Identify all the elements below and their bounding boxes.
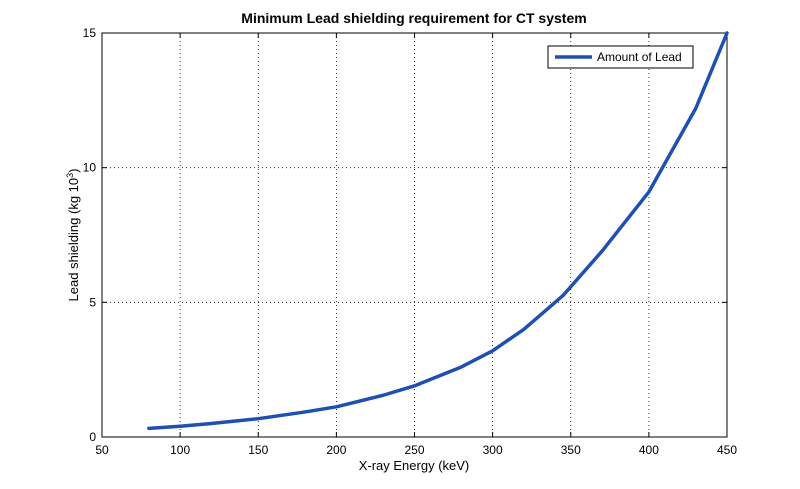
x-tick-label: 150 [248,443,268,457]
x-gridlines [179,33,650,437]
y-axis-label-close: ) [66,169,81,173]
x-tick-label: 350 [561,443,581,457]
chart-title: Minimum Lead shielding requirement for C… [241,10,586,26]
x-tick-label: 450 [717,443,737,457]
x-tick-label: 400 [639,443,659,457]
x-tick-label: 50 [95,443,109,457]
y-axis-label-text: Lead shielding (kg 10 [66,178,81,302]
axis-ticks [101,32,728,438]
y-axis-label: Lead shielding (kg 103) [65,169,81,302]
y-tick-label: 15 [83,26,97,40]
legend-label-amount-of-lead: Amount of Lead [597,50,682,64]
x-tick-label: 250 [404,443,424,457]
y-tick-labels: 0 5 10 15 [83,26,97,444]
y-tick-label: 5 [89,295,96,309]
series-layer [147,31,729,431]
y-axis-label-superscript: 3 [65,173,75,178]
x-tick-label: 300 [483,443,503,457]
series-line-amount-of-lead [147,31,729,431]
y-tick-label: 10 [83,161,97,175]
y-gridlines [102,167,727,303]
legend-box [547,45,694,69]
x-tick-label: 100 [170,443,190,457]
y-tick-label: 0 [89,430,96,444]
legend: Amount of Lead [547,45,694,69]
x-axis-label: X-ray Energy (keV) [359,458,470,473]
x-tick-label: 200 [326,443,346,457]
x-tick-labels: 50 100 150 200 250 300 350 400 450 [95,443,737,457]
